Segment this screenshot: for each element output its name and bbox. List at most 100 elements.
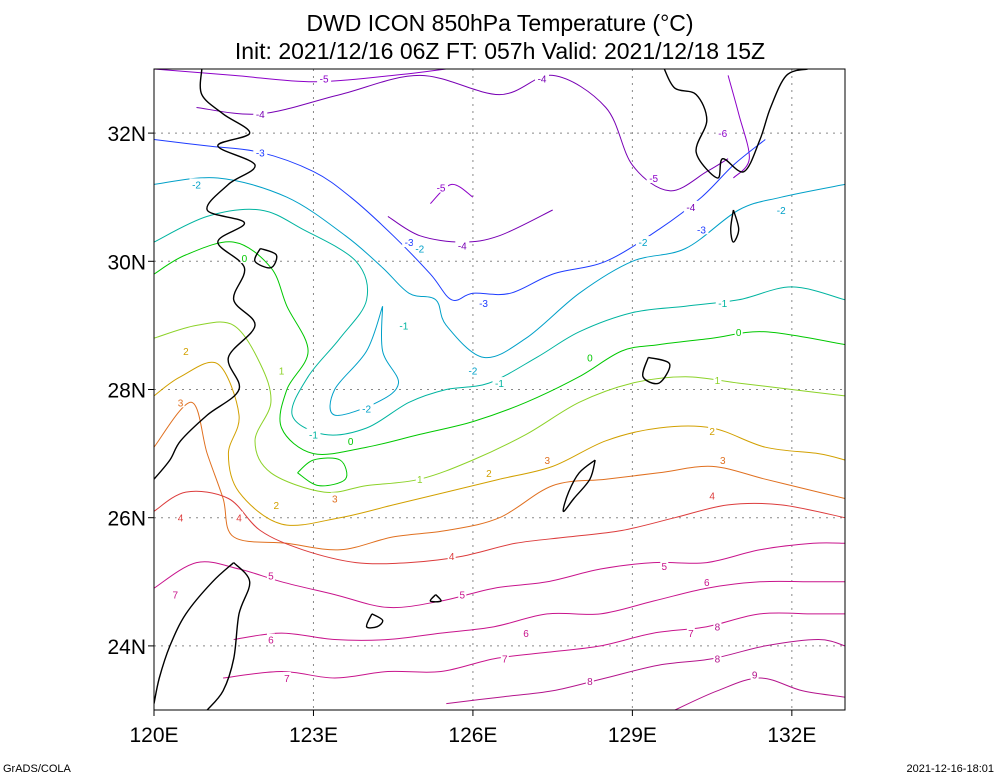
- contour-label-13: -2: [415, 244, 424, 255]
- contour-label-10: -3: [479, 299, 488, 310]
- contour-label-bg-50: [686, 627, 695, 639]
- contour-label-22: 0: [242, 254, 248, 265]
- contour-label-bg-23: [346, 434, 355, 446]
- contour-label-bg-47: [702, 575, 711, 587]
- chart-title: DWD ICON 850hPa Temperature (°C): [306, 10, 694, 36]
- contour-line-19: [674, 677, 845, 710]
- contour-label-44: 7: [172, 591, 178, 602]
- contour-label-0: -5: [320, 75, 329, 86]
- tick-label-lon-126: 126E: [448, 724, 497, 747]
- contour-line-10: [297, 457, 348, 487]
- okinawa: [562, 459, 596, 513]
- contour-label-23: 0: [348, 437, 354, 448]
- contour-label-bg-14: [465, 364, 480, 376]
- contour-label-bg-16: [636, 236, 651, 248]
- contour-label-bg-24: [585, 351, 594, 363]
- contour-label-bg-20: [492, 377, 507, 389]
- contour-label-bg-34: [330, 492, 339, 504]
- china-coast: [154, 69, 256, 480]
- contour-label-bg-3: [646, 171, 661, 183]
- contour-label-bg-18: [306, 428, 321, 440]
- contour-label-bg-1: [253, 107, 268, 119]
- contour-label-51: 8: [587, 677, 593, 688]
- contour-label-37: 4: [178, 514, 184, 525]
- contour-label-9: -3: [405, 238, 414, 249]
- contour-label-2: -4: [538, 75, 547, 86]
- contour-label-bg-33: [176, 396, 185, 408]
- tick-label-lat-32: 32N: [107, 123, 146, 146]
- contour-label-bg-9: [402, 236, 417, 248]
- contour-label-bg-37: [176, 511, 185, 523]
- contour-line-16: [233, 580, 845, 641]
- tick-label-lat-26: 26N: [107, 508, 146, 531]
- contour-label-bg-43: [660, 559, 669, 571]
- contour-label-bg-6: [715, 127, 730, 139]
- contour-line-0: [154, 69, 447, 83]
- contour-line-1: [430, 183, 474, 204]
- contour-label-1: -4: [256, 110, 265, 121]
- contour-line-18: [446, 638, 845, 705]
- amami-oshima: [641, 356, 671, 385]
- contour-label-bg-41: [266, 569, 275, 581]
- contour-label-bg-39: [447, 550, 456, 562]
- contour-label-bg-54: [750, 668, 759, 680]
- contour-label-bg-28: [713, 373, 722, 385]
- contour-label-16: -2: [639, 238, 648, 249]
- contour-label-bg-4: [434, 181, 449, 193]
- contour-label-45: 6: [268, 635, 274, 646]
- contour-label-bg-51: [585, 675, 594, 687]
- contour-label-41: 5: [268, 571, 274, 582]
- contour-label-39: 4: [449, 552, 455, 563]
- contour-label-bg-42: [458, 588, 467, 600]
- contour-label-bg-22: [240, 252, 249, 264]
- contour-label-11: -3: [697, 225, 706, 236]
- contour-label-bg-26: [277, 364, 286, 376]
- contour-label-bg-12: [189, 178, 204, 190]
- contour-label-21: -1: [718, 299, 727, 310]
- taiwan-west-coast: [154, 562, 235, 704]
- contour-label-bg-13: [412, 242, 427, 254]
- contour-label-5: -4: [458, 241, 467, 252]
- tick-label-lon-123: 123E: [289, 724, 338, 747]
- contour-label-bg-29: [181, 345, 190, 357]
- contour-label-18: -1: [309, 430, 318, 441]
- contour-label-bg-35: [543, 454, 552, 466]
- contour-label-36: 3: [720, 456, 726, 467]
- contour-line-4: [727, 75, 750, 179]
- contour-line-13: [154, 401, 845, 551]
- contour-label-31: 2: [486, 469, 492, 480]
- contour-label-29: 2: [183, 347, 189, 358]
- tick-label-lat-28: 28N: [107, 380, 146, 403]
- tick-label-lat-24: 24N: [107, 636, 146, 659]
- coastlines: [154, 69, 809, 710]
- contour-label-50: 7: [688, 629, 694, 640]
- contour-label-bg-21: [715, 296, 730, 308]
- contour-label-40: 4: [709, 491, 715, 502]
- contour-label-bg-45: [266, 633, 275, 645]
- chart-subtitle: Init: 2021/12/16 06Z FT: 057h Valid: 202…: [234, 38, 766, 64]
- contour-label-7: -4: [686, 203, 695, 214]
- contour-label-33: 3: [178, 398, 184, 409]
- contour-line-15: [154, 542, 845, 609]
- contour-line-7: [329, 306, 400, 416]
- contour-label-19: -1: [399, 321, 408, 332]
- contour-line-8: [154, 208, 845, 436]
- footer-credit: GrADS/COLA: [3, 763, 71, 775]
- contour-label-47: 6: [704, 578, 710, 589]
- contour-label-54: 9: [752, 671, 758, 682]
- miyako: [429, 594, 442, 603]
- gridlines: [154, 69, 845, 710]
- contour-label-bg-30: [272, 498, 281, 510]
- contour-label-bg-11: [694, 223, 709, 235]
- contour-label-bg-2: [535, 72, 550, 84]
- contour-label-bg-44: [171, 588, 180, 600]
- contour-label-bg-5: [455, 239, 470, 251]
- contour-label-14: -2: [468, 366, 477, 377]
- contour-label-bg-27: [415, 473, 424, 485]
- contour-label-bg-19: [396, 319, 411, 331]
- contour-label-48: 7: [284, 674, 290, 685]
- contour-label-bg-7: [683, 200, 698, 212]
- taiwan-east-coast: [206, 562, 251, 710]
- axis-labels: 24N 26N 28N 30N 32N 120E 123E 126E 129E 132E: [107, 123, 816, 747]
- contour-label-30: 2: [273, 501, 279, 512]
